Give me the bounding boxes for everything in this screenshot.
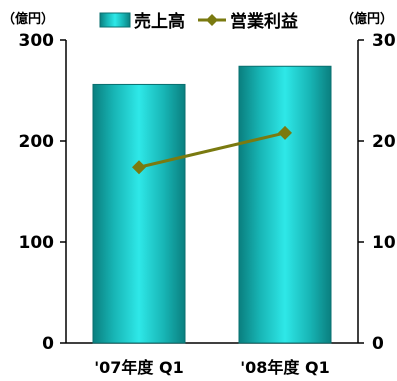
legend-diamond-marker <box>206 14 218 26</box>
operating-profit-point <box>132 160 146 175</box>
sales-bar <box>238 65 332 344</box>
operating-profit-line <box>138 131 286 169</box>
operating-profit-point <box>278 125 292 140</box>
left-tick-label: 100 <box>19 233 55 253</box>
right-tick-label: 20 <box>372 132 396 152</box>
left-tick-label: 200 <box>19 132 55 152</box>
left-tick-label: 0 <box>42 334 54 354</box>
category-labels: '07年度 Q1 '08年度 Q1 <box>94 358 329 377</box>
category-label: '07年度 Q1 <box>94 358 183 377</box>
left-axis-unit: （億円） <box>2 11 54 27</box>
axes: 0 100 200 300 0 10 20 30 <box>19 31 396 354</box>
sales-bar <box>92 83 186 344</box>
legend-label-operating-profit: 営業利益 <box>230 11 298 32</box>
bars <box>92 65 332 344</box>
left-tick-label: 300 <box>19 31 55 51</box>
right-tick-label: 30 <box>372 31 396 51</box>
right-tick-label: 10 <box>372 233 396 253</box>
right-tick-label: 0 <box>372 334 384 354</box>
operating-profit-series <box>132 125 292 175</box>
legend-label-sales: 売上高 <box>134 11 185 32</box>
legend: 売上高 営業利益 <box>99 11 298 32</box>
category-label: '08年度 Q1 <box>240 358 329 377</box>
right-axis-unit: （億円） <box>341 11 393 27</box>
legend-bar-swatch <box>99 12 131 28</box>
